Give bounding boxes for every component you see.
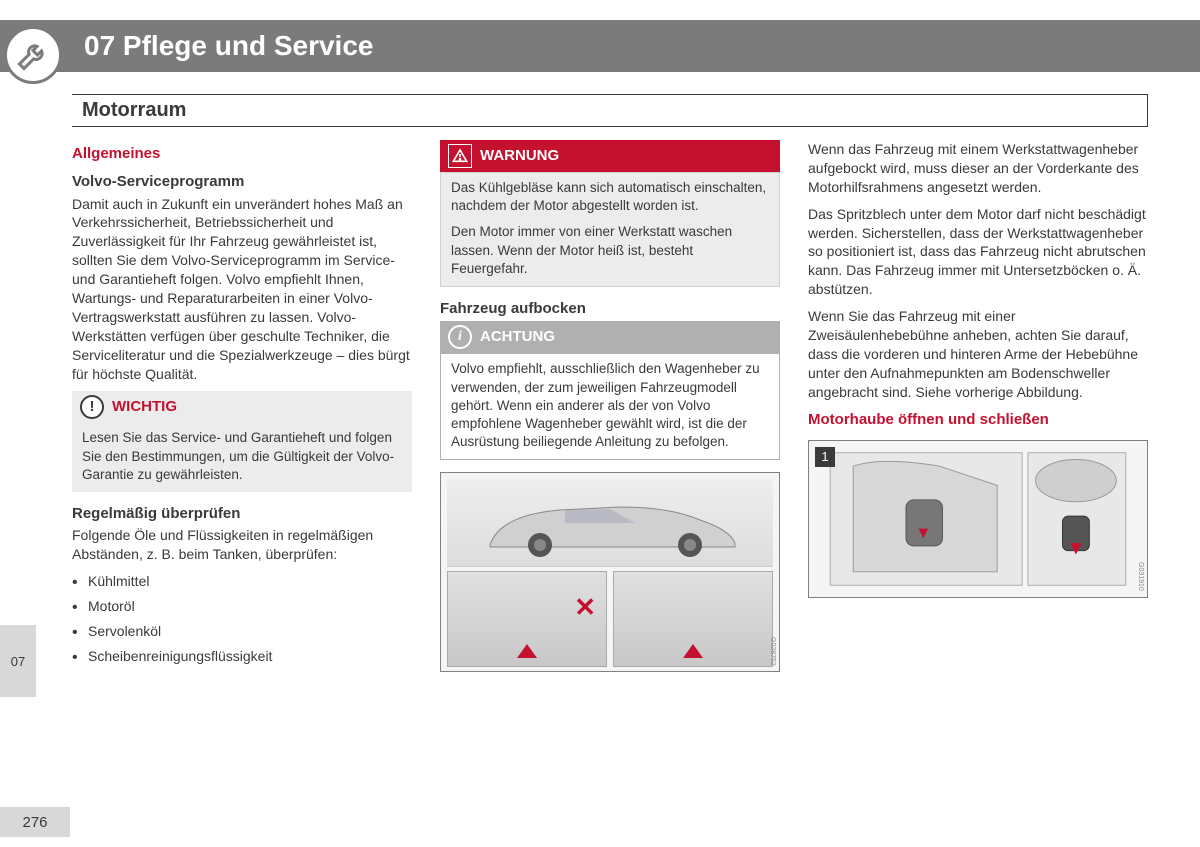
- arrow-up-icon: [517, 644, 537, 658]
- para-werkstattwagenheber: Wenn das Fahrzeug mit einem Werkstattwag…: [808, 140, 1148, 197]
- list-item: Motoröl: [88, 597, 412, 616]
- section-title: Motorraum: [82, 99, 1137, 122]
- x-mark-icon: ✕: [574, 590, 596, 625]
- wichtig-body: Lesen Sie das Service- und Garantieheft …: [72, 423, 412, 492]
- chapter-title: 07 Pflege und Service: [84, 30, 373, 62]
- column-2: WARNUNG Das Kühlgebläse kann sich automa…: [440, 140, 780, 672]
- section-title-box: Motorraum: [72, 94, 1148, 127]
- heading-motorhaube: Motorhaube öffnen und schließen: [808, 410, 1148, 430]
- callout-warnung: WARNUNG Das Kühlgebläse kann sich automa…: [440, 140, 780, 287]
- warning-triangle-icon: [448, 144, 472, 168]
- warnung-p2: Den Motor immer von einer Werkstatt wasc…: [451, 223, 769, 278]
- side-tab: 07: [0, 625, 36, 697]
- list-item: Servolenköl: [88, 622, 412, 641]
- warnung-body: Das Kühlgebläse kann sich automatisch ei…: [440, 172, 780, 287]
- warnung-label: WARNUNG: [480, 146, 559, 166]
- figure-code: G031910: [1136, 562, 1145, 591]
- chapter-header: 07 Pflege und Service: [0, 20, 1200, 72]
- achtung-header: i ACHTUNG: [440, 321, 780, 353]
- jack-detail-row: ✕: [447, 571, 773, 667]
- warnung-header: WARNUNG: [440, 140, 780, 172]
- wrench-icon: [4, 26, 62, 84]
- check-list: Kühlmittel Motoröl Servolenköl Scheibenr…: [72, 572, 412, 666]
- list-item: Kühlmittel: [88, 572, 412, 591]
- page-number: 276: [0, 807, 70, 837]
- para-serviceprogramm: Damit auch in Zukunft ein unverändert ho…: [72, 195, 412, 384]
- wichtig-header: ! WICHTIG: [72, 391, 412, 423]
- figure-hood-release: 1 G031910: [808, 440, 1148, 598]
- achtung-body: Volvo empfiehlt, ausschließlich den Wage…: [440, 353, 780, 460]
- figure-code: G028752: [768, 637, 777, 666]
- jack-detail-wrong: ✕: [447, 571, 607, 667]
- car-side-illustration: [447, 479, 773, 567]
- figure-step-number: 1: [815, 447, 835, 467]
- heading-regelmaessig: Regelmäßig überprüfen: [72, 504, 412, 524]
- warnung-p1: Das Kühlgebläse kann sich automatisch ei…: [451, 179, 769, 215]
- figure-jack-points: ✕ G028752: [440, 472, 780, 672]
- info-icon: i: [448, 325, 472, 349]
- wichtig-label: WICHTIG: [112, 397, 177, 417]
- exclamation-icon: !: [80, 395, 104, 419]
- para-hebebuehne: Wenn Sie das Fahrzeug mit einer Zweisäul…: [808, 307, 1148, 401]
- column-3: Wenn das Fahrzeug mit einem Werkstattwag…: [808, 140, 1148, 672]
- heading-allgemeines: Allgemeines: [72, 144, 412, 164]
- para-regelmaessig: Folgende Öle und Flüssigkeiten in regelm…: [72, 526, 412, 564]
- content-columns: Allgemeines Volvo-Serviceprogramm Damit …: [72, 140, 1148, 672]
- jack-detail-correct: [613, 571, 773, 667]
- callout-wichtig: ! WICHTIG Lesen Sie das Service- und Gar…: [72, 391, 412, 492]
- column-1: Allgemeines Volvo-Serviceprogramm Damit …: [72, 140, 412, 672]
- list-item: Scheibenreinigungsflüssigkeit: [88, 647, 412, 666]
- heading-serviceprogramm: Volvo-Serviceprogramm: [72, 172, 412, 192]
- arrow-up-icon: [683, 644, 703, 658]
- callout-achtung: i ACHTUNG Volvo empfiehlt, ausschließlic…: [440, 321, 780, 460]
- heading-aufbocken: Fahrzeug aufbocken: [440, 299, 780, 319]
- para-spritzblech: Das Spritzblech unter dem Motor darf nic…: [808, 205, 1148, 299]
- achtung-label: ACHTUNG: [480, 327, 555, 347]
